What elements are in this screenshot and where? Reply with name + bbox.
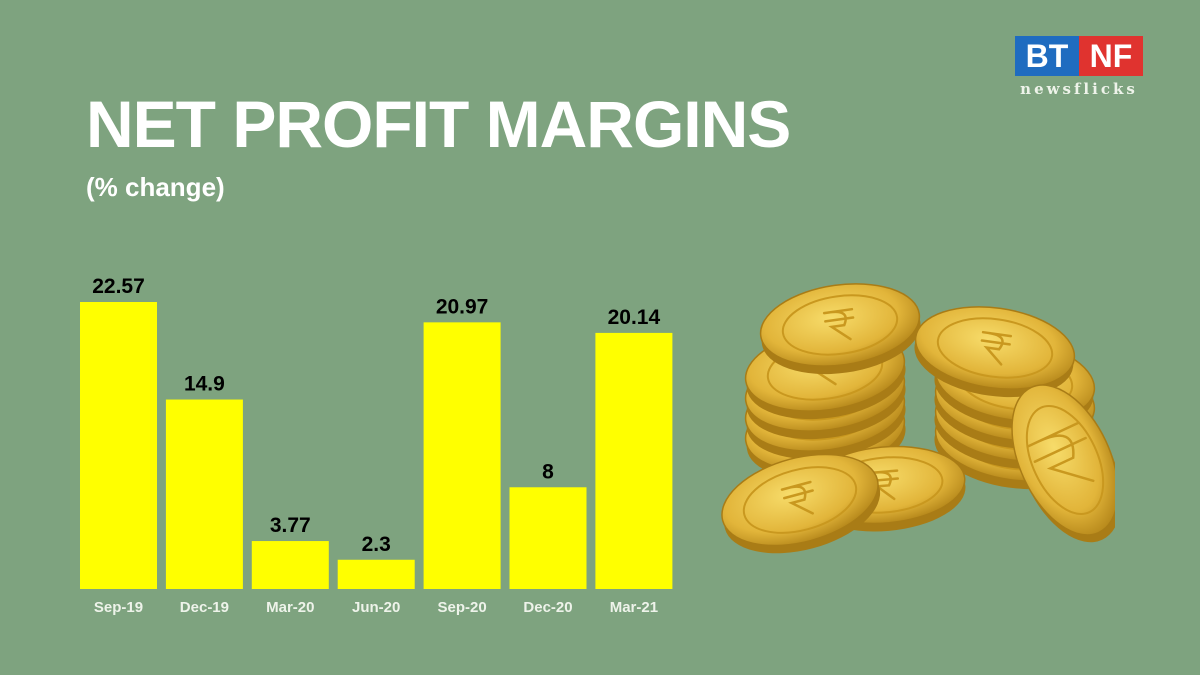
data-label: 22.57 xyxy=(92,275,145,298)
x-tick-label: Dec-20 xyxy=(523,599,572,616)
data-label: 14.9 xyxy=(184,373,225,396)
logo-nf: NF xyxy=(1079,36,1143,76)
data-label: 8 xyxy=(542,460,554,483)
x-tick-label: Sep-19 xyxy=(94,599,143,616)
bar-Sep-19 xyxy=(80,302,157,589)
coin-icon xyxy=(914,306,1076,398)
logo-tagline: newsflicks xyxy=(1020,80,1138,98)
btnf-logo: BT NF newsflicks xyxy=(1015,36,1143,100)
bar-Dec-19 xyxy=(165,399,243,589)
logo-bt: BT xyxy=(1015,36,1079,76)
x-tick-label: Dec-19 xyxy=(180,599,229,616)
bar-Mar-21 xyxy=(595,332,673,589)
bar-Mar-20 xyxy=(251,541,329,589)
bar-Jun-20 xyxy=(337,559,415,589)
x-tick-label: Sep-20 xyxy=(437,599,486,616)
x-tick-label: Mar-21 xyxy=(610,599,658,616)
bar-chart: 22.57 Sep-19 14.9 Dec-19 3.77 Mar-20 2.3 Jun-20… xyxy=(80,275,673,616)
bar-Sep-20 xyxy=(423,322,501,589)
rupee-coins-illustration xyxy=(721,283,1115,554)
data-label: 3.77 xyxy=(270,514,311,537)
coin-icon xyxy=(759,283,921,375)
data-label: 20.14 xyxy=(608,306,661,329)
chart-title: NET PROFIT MARGINS xyxy=(86,87,791,161)
x-tick-label: Jun-20 xyxy=(352,599,400,616)
coin-icon xyxy=(721,453,881,554)
data-label: 20.97 xyxy=(436,295,489,318)
coin-icon xyxy=(1011,384,1115,543)
coin-stack xyxy=(721,283,1115,554)
bar-Dec-20 xyxy=(509,487,587,589)
x-tick-label: Mar-20 xyxy=(266,599,314,616)
data-label: 2.3 xyxy=(362,533,391,556)
chart-subtitle: (% change) xyxy=(86,172,225,202)
